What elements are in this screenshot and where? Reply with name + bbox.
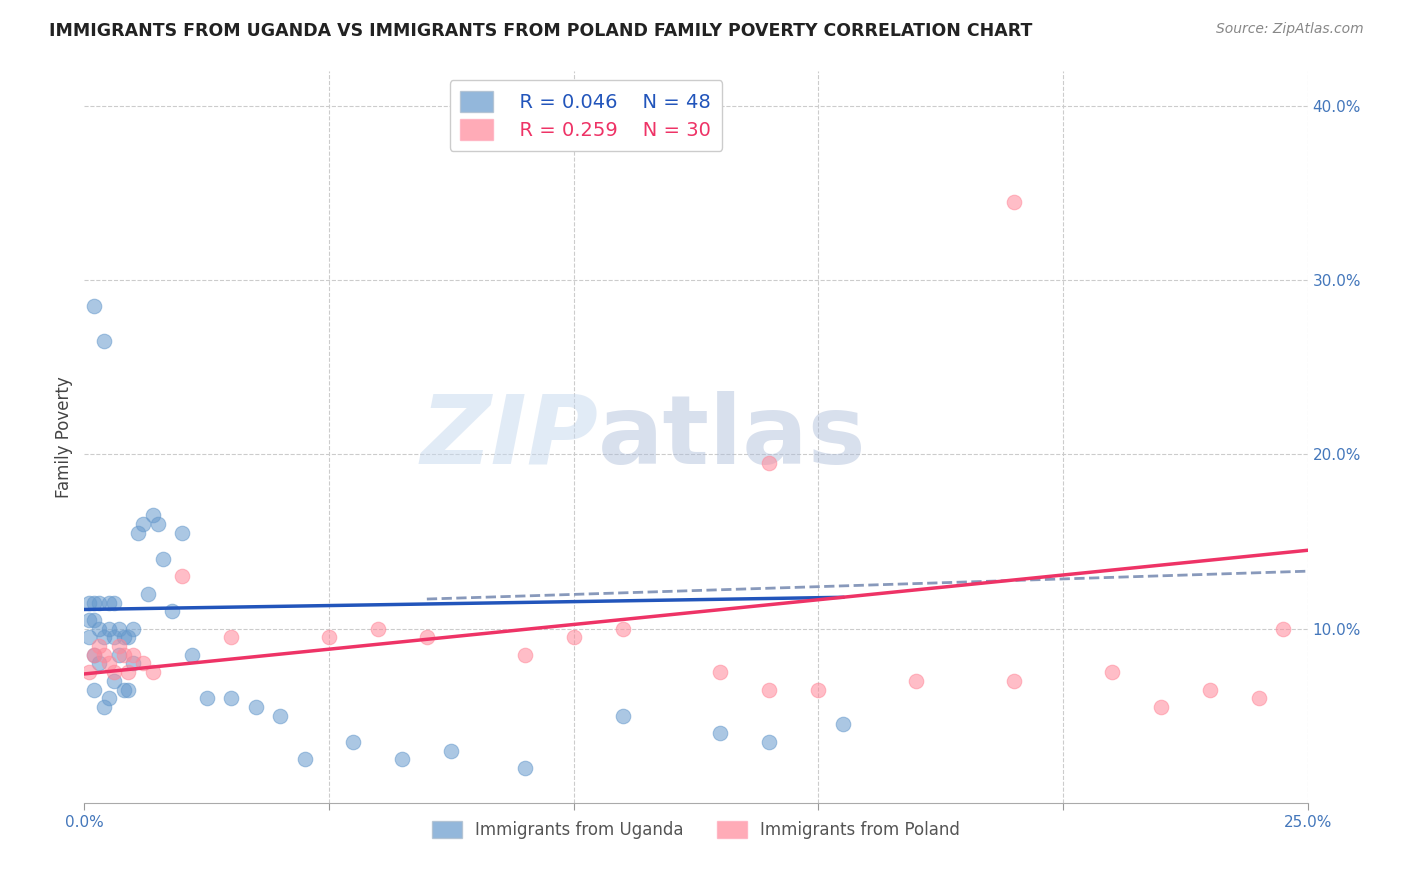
Point [117,631,139,645]
Point [77,631,100,645]
Point [758,456,780,470]
Point [87,657,110,671]
Point [269,708,291,723]
Point [87,639,110,653]
Text: IMMIGRANTS FROM UGANDA VS IMMIGRANTS FROM POLAND FAMILY POVERTY CORRELATION CHAR: IMMIGRANTS FROM UGANDA VS IMMIGRANTS FRO… [49,22,1032,40]
Point [513,648,536,662]
Point [905,673,928,688]
Point [122,657,145,671]
Point [93,648,115,662]
Point [112,631,135,645]
Point [122,622,145,636]
Point [93,631,115,645]
Point [132,517,155,532]
Point [367,622,389,636]
Point [117,682,139,697]
Text: ZIP: ZIP [420,391,598,483]
Point [1272,622,1295,636]
Point [318,631,340,645]
Point [172,569,194,583]
Point [112,648,135,662]
Point [107,622,129,636]
Point [440,743,463,757]
Point [219,691,242,706]
Point [97,595,120,609]
Point [219,631,242,645]
Point [136,587,159,601]
Point [103,665,125,680]
Point [152,552,174,566]
Point [172,525,194,540]
Point [513,761,536,775]
Point [146,517,169,532]
Point [612,708,634,723]
Point [83,595,105,609]
Point [77,665,100,680]
Point [195,691,218,706]
Y-axis label: Family Poverty: Family Poverty [55,376,73,498]
Point [93,700,115,714]
Point [107,639,129,653]
Point [612,622,634,636]
Point [83,682,105,697]
Point [112,682,135,697]
Point [77,595,100,609]
Point [83,648,105,662]
Point [391,752,413,766]
Point [709,665,731,680]
Point [103,595,125,609]
Point [758,735,780,749]
Point [142,508,165,523]
Text: atlas: atlas [598,391,866,483]
Point [181,648,204,662]
Legend: Immigrants from Uganda, Immigrants from Poland: Immigrants from Uganda, Immigrants from … [425,814,967,846]
Point [294,752,316,766]
Point [103,631,125,645]
Point [87,595,110,609]
Point [758,682,780,697]
Point [342,735,364,749]
Point [87,622,110,636]
Point [77,613,100,627]
Point [97,622,120,636]
Point [562,631,585,645]
Point [831,717,853,731]
Point [142,665,165,680]
Point [1247,691,1270,706]
Point [709,726,731,740]
Point [83,648,105,662]
Point [83,300,105,314]
Point [107,648,129,662]
Point [1150,700,1173,714]
Point [1002,673,1025,688]
Point [1101,665,1123,680]
Point [103,673,125,688]
Point [245,700,267,714]
Point [1198,682,1220,697]
Point [97,691,120,706]
Text: Source: ZipAtlas.com: Source: ZipAtlas.com [1216,22,1364,37]
Point [122,648,145,662]
Point [97,657,120,671]
Point [162,604,184,618]
Point [93,334,115,349]
Point [83,613,105,627]
Point [127,525,149,540]
Point [807,682,830,697]
Point [132,657,155,671]
Point [117,665,139,680]
Point [1002,194,1025,209]
Point [416,631,439,645]
